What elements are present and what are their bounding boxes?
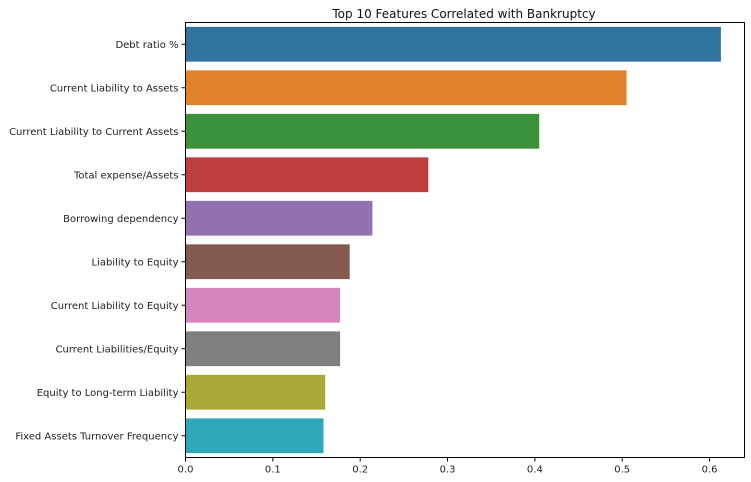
y-tick-label: Liability to Equity [91, 257, 178, 268]
bar-9 [185, 418, 324, 454]
y-tick-label: Debt ratio % [115, 40, 178, 51]
y-tick-label: Current Liabilities/Equity [56, 344, 179, 355]
chart-title: Top 10 Features Correlated with Bankrupt… [331, 7, 595, 21]
bar-1 [185, 70, 627, 106]
y-tick-label: Equity to Long-term Liability [37, 388, 179, 399]
bar-8 [185, 374, 326, 410]
x-tick-label: 0.5 [614, 465, 630, 476]
bar-7 [185, 331, 341, 367]
x-tick-label: 0.3 [440, 465, 456, 476]
x-axis: 0.0 0.1 0.2 0.3 0.4 0.5 0.6 [178, 457, 718, 476]
y-tick-label: Total expense/Assets [73, 170, 179, 181]
x-tick-label: 0.1 [265, 465, 281, 476]
plot-area-frame [185, 22, 745, 458]
y-tick-label: Current Liability to Equity [51, 301, 179, 312]
x-tick-label: 0.6 [702, 465, 718, 476]
y-axis: Debt ratio % Current Liability to Assets C… [9, 40, 186, 442]
bar-5 [185, 244, 350, 280]
x-tick-label: 0.4 [527, 465, 543, 476]
y-tick-label: Fixed Assets Turnover Frequency [15, 431, 178, 442]
x-tick-label: 0.0 [178, 465, 194, 476]
bar-4 [185, 200, 373, 236]
bar-6 [185, 287, 341, 323]
bar-3 [185, 157, 429, 193]
y-tick-label: Current Liability to Assets [50, 83, 179, 94]
bar-0 [185, 26, 721, 62]
x-tick-label: 0.2 [352, 465, 368, 476]
bars-group [185, 26, 721, 454]
y-tick-label: Current Liability to Current Assets [9, 127, 178, 138]
y-tick-label: Borrowing dependency [63, 214, 178, 225]
bar-2 [185, 113, 540, 149]
